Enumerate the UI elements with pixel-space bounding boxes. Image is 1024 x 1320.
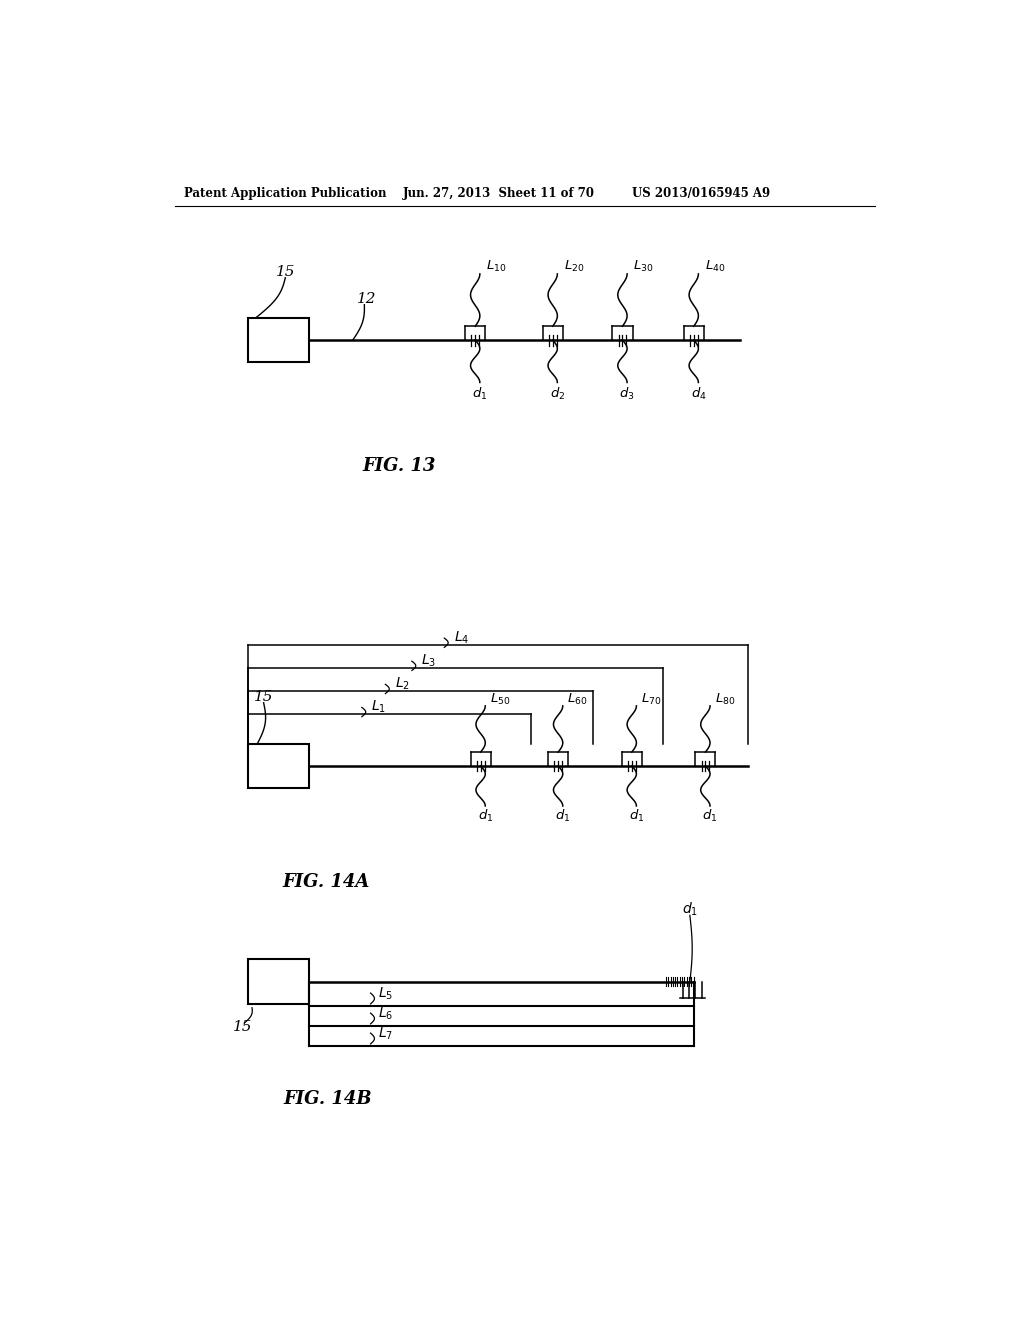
Bar xyxy=(248,318,308,363)
Text: $L_7$: $L_7$ xyxy=(378,1026,393,1041)
Text: $L_{80}$: $L_{80}$ xyxy=(715,692,735,708)
Text: FIG. 14A: FIG. 14A xyxy=(282,874,370,891)
Text: $L_{30}$: $L_{30}$ xyxy=(633,259,654,273)
Text: $L_5$: $L_5$ xyxy=(378,986,393,1002)
Bar xyxy=(248,960,308,1003)
Text: $d_2$: $d_2$ xyxy=(550,385,565,403)
Text: $L_3$: $L_3$ xyxy=(421,652,436,669)
Text: $L_{60}$: $L_{60}$ xyxy=(567,692,588,708)
Text: FIG. 13: FIG. 13 xyxy=(362,458,436,475)
Text: $d_4$: $d_4$ xyxy=(690,385,707,403)
Text: $L_{20}$: $L_{20}$ xyxy=(563,259,584,273)
Text: $d_1$: $d_1$ xyxy=(682,900,698,917)
Text: $L_1$: $L_1$ xyxy=(371,698,386,715)
Text: 15: 15 xyxy=(232,1020,253,1034)
Text: 15: 15 xyxy=(254,690,273,705)
Text: 12: 12 xyxy=(357,292,377,306)
Text: $L_2$: $L_2$ xyxy=(394,676,410,692)
Text: FIG. 14B: FIG. 14B xyxy=(284,1090,373,1109)
Bar xyxy=(248,743,308,788)
Text: $d_1$: $d_1$ xyxy=(472,385,487,403)
Text: $d_1$: $d_1$ xyxy=(477,808,493,824)
Text: $d_3$: $d_3$ xyxy=(620,385,635,403)
Text: $L_6$: $L_6$ xyxy=(378,1006,393,1022)
Text: $d_1$: $d_1$ xyxy=(702,808,718,824)
Text: $L_4$: $L_4$ xyxy=(454,630,469,645)
Text: $d_1$: $d_1$ xyxy=(555,808,570,824)
Text: $L_{40}$: $L_{40}$ xyxy=(705,259,725,273)
Text: $d_1$: $d_1$ xyxy=(629,808,644,824)
Text: US 2013/0165945 A9: US 2013/0165945 A9 xyxy=(632,186,770,199)
Text: $L_{50}$: $L_{50}$ xyxy=(489,692,510,708)
Text: $L_{70}$: $L_{70}$ xyxy=(641,692,662,708)
Text: Patent Application Publication: Patent Application Publication xyxy=(183,186,386,199)
Text: Jun. 27, 2013  Sheet 11 of 70: Jun. 27, 2013 Sheet 11 of 70 xyxy=(403,186,595,199)
Text: $L_{10}$: $L_{10}$ xyxy=(486,259,507,273)
Text: 15: 15 xyxy=(275,265,295,280)
